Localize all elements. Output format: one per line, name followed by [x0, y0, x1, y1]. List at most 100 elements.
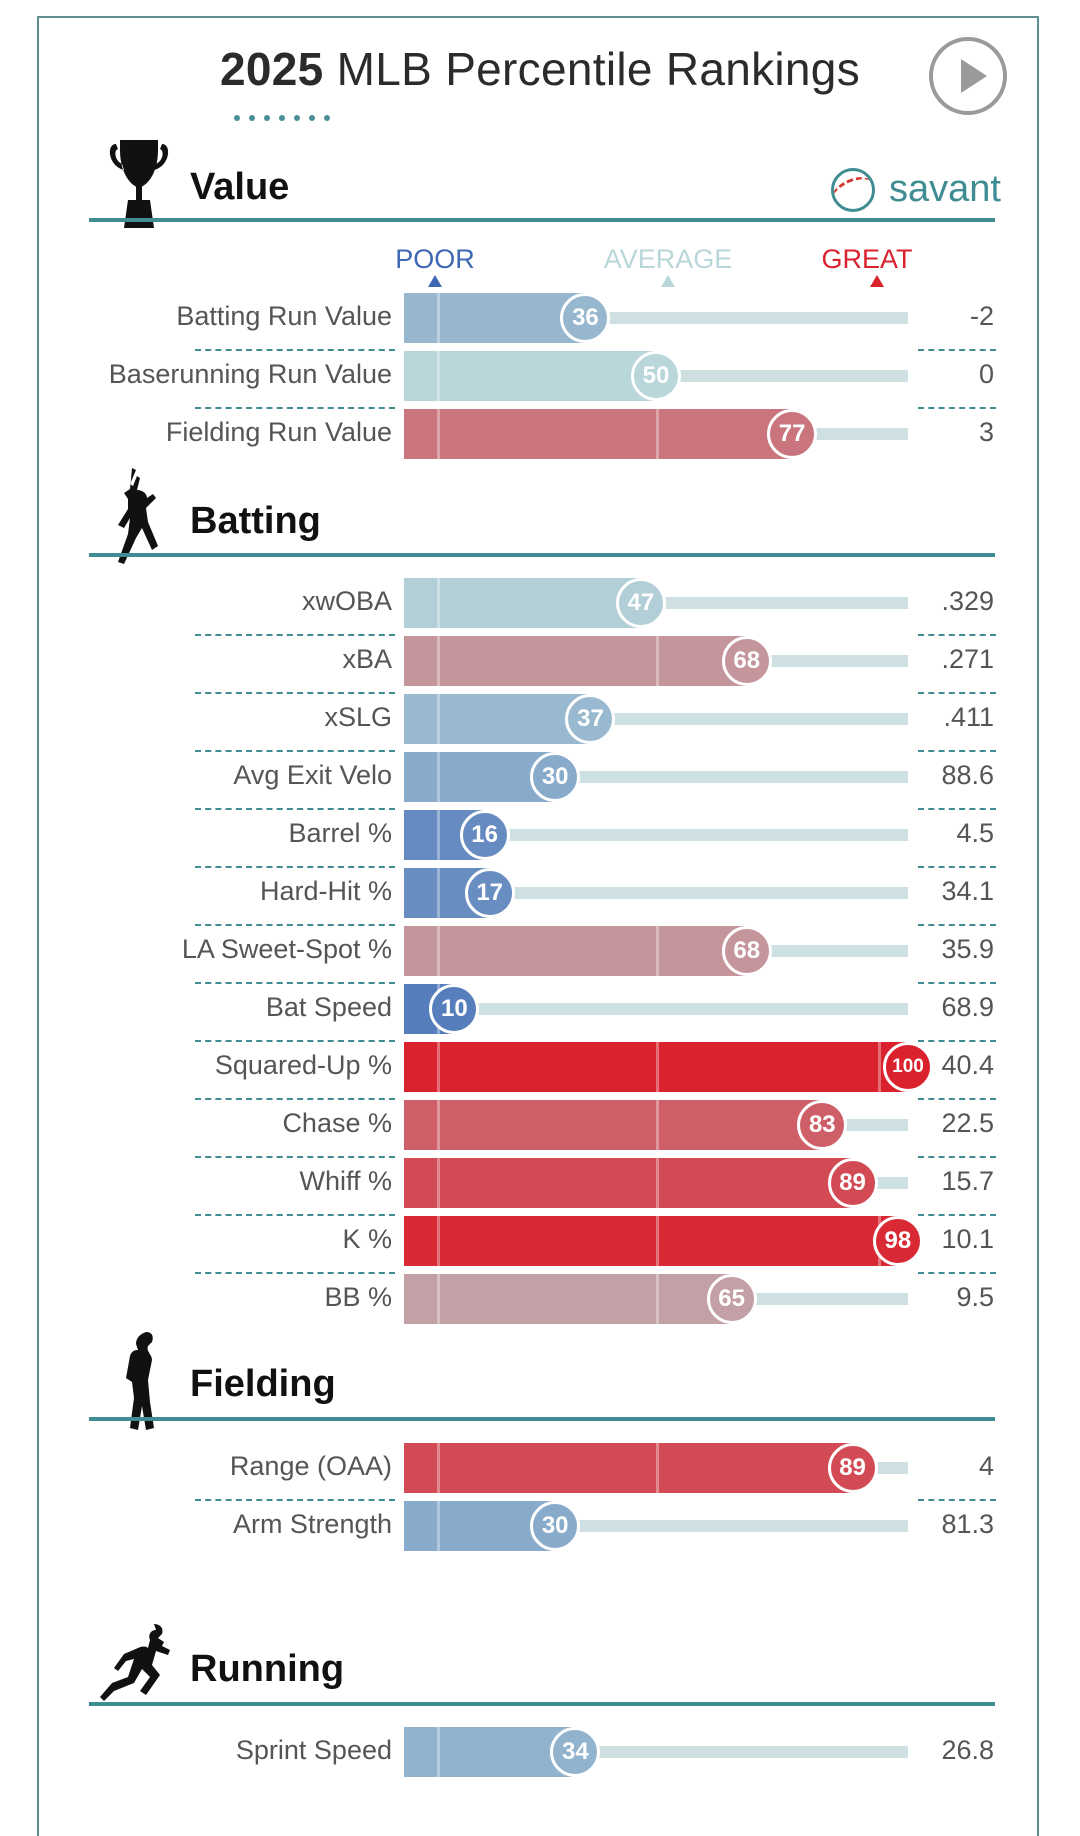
- metric-label: Hard-Hit %: [259, 876, 392, 906]
- metric-label: Avg Exit Velo: [233, 760, 392, 790]
- legend-great-marker: [870, 275, 884, 287]
- metric-value: 4.5: [956, 818, 994, 848]
- percentile-bar: [404, 694, 591, 744]
- metric-label: Whiff %: [299, 1166, 392, 1196]
- percentile-bar: [404, 752, 556, 802]
- row-divider-right: [918, 1214, 996, 1216]
- metric-label: Baserunning Run Value: [108, 359, 392, 389]
- row-divider-right: [918, 924, 996, 926]
- percentile-bubble: 83: [797, 1100, 848, 1150]
- page-title: 2025 MLB Percentile Rankings: [0, 42, 1080, 96]
- metric-value: -2: [969, 301, 994, 331]
- metric-label: Chase %: [282, 1108, 392, 1138]
- row-divider-left: [195, 692, 395, 694]
- metric-value: 0: [978, 359, 994, 389]
- metric-value: 68.9: [941, 992, 994, 1022]
- bar-gridline: [656, 1158, 659, 1208]
- bar-gridline: [436, 926, 440, 976]
- percentile-bubble: 30: [530, 752, 581, 802]
- percentile-bar: [404, 1216, 898, 1266]
- bar-gridline: [436, 694, 440, 744]
- legend-poor-marker: [428, 275, 442, 287]
- bar-gridline: [436, 1727, 440, 1777]
- row-divider-right: [918, 634, 996, 636]
- percentile-bar: [404, 409, 793, 459]
- metric-value: 40.4: [941, 1050, 994, 1080]
- percentile-bar: [404, 1042, 908, 1092]
- metric-value: 22.5: [941, 1108, 994, 1138]
- bar-gridline: [436, 1216, 440, 1266]
- percentile-bar: [404, 1727, 576, 1777]
- percentile-bubble: 17: [464, 868, 515, 918]
- bar-gridline: [656, 636, 659, 686]
- percentile-bar: [404, 293, 586, 343]
- section-divider: [89, 553, 995, 557]
- legend-average-marker: [661, 275, 675, 287]
- section-divider: [89, 1417, 995, 1421]
- percentile-bar: [404, 1443, 853, 1493]
- percentile-bar: [404, 1100, 823, 1150]
- row-divider-left: [195, 1040, 395, 1042]
- bar-gridline: [436, 1501, 440, 1551]
- bar-gridline: [436, 1274, 440, 1324]
- card-frame: [37, 16, 1039, 1836]
- row-divider-right: [918, 407, 996, 409]
- percentile-bar: [404, 578, 641, 628]
- section-title-running: Running: [190, 1648, 345, 1690]
- percentile-bubble: 34: [550, 1727, 601, 1777]
- percentile-bubble: 89: [827, 1443, 878, 1493]
- percentile-bubble: 65: [706, 1274, 757, 1324]
- metric-label: K %: [342, 1224, 392, 1254]
- bar-gridline: [436, 636, 440, 686]
- section-divider: [89, 218, 995, 222]
- bar-gridline: [436, 409, 440, 459]
- percentile-bubble: 50: [631, 351, 681, 401]
- row-divider-left: [195, 1499, 395, 1501]
- percentile-bubble: 16: [459, 810, 510, 860]
- percentile-bar: [404, 1274, 732, 1324]
- metric-value: 26.8: [941, 1735, 994, 1765]
- row-divider-right: [918, 1156, 996, 1158]
- metric-label: BB %: [324, 1282, 392, 1312]
- row-divider-left: [195, 808, 395, 810]
- row-divider-left: [195, 750, 395, 752]
- bar-gridline: [436, 1158, 440, 1208]
- row-divider-right: [918, 750, 996, 752]
- bar-gridline: [656, 409, 659, 459]
- row-divider-right: [918, 1040, 996, 1042]
- row-divider-left: [195, 349, 395, 351]
- title-underline-dots: [234, 108, 344, 121]
- percentile-bubble: 30: [530, 1501, 581, 1551]
- row-divider-right: [918, 1272, 996, 1274]
- metric-value: 9.5: [956, 1282, 994, 1312]
- section-title-batting: Batting: [190, 500, 321, 542]
- row-divider-right: [918, 866, 996, 868]
- percentile-bubble: 98: [872, 1216, 923, 1266]
- metric-label: xBA: [342, 644, 392, 674]
- bar-gridline: [436, 293, 440, 343]
- legend-great: GREAT: [821, 244, 913, 274]
- bar-gridline: [656, 1100, 659, 1150]
- metric-value: 34.1: [941, 876, 994, 906]
- percentile-bubble: 37: [565, 694, 616, 744]
- percentile-bubble: 77: [767, 409, 818, 459]
- legend-poor: POOR: [395, 244, 475, 274]
- bar-gridline: [877, 1042, 881, 1092]
- percentile-bubble: 89: [827, 1158, 878, 1208]
- percentile-track: [404, 829, 908, 841]
- bar-gridline: [436, 351, 440, 401]
- bar-gridline: [436, 752, 440, 802]
- metric-value: .271: [941, 644, 994, 674]
- metric-value: 15.7: [941, 1166, 994, 1196]
- play-circle-icon[interactable]: [929, 37, 1007, 115]
- metric-value: .411: [943, 702, 994, 732]
- percentile-bubble: 100: [883, 1042, 933, 1092]
- bar-gridline: [656, 1216, 659, 1266]
- trophy-icon: [109, 140, 169, 228]
- metric-label: Squared-Up %: [214, 1050, 392, 1080]
- metric-value: 3: [978, 417, 994, 447]
- row-divider-left: [195, 866, 395, 868]
- metric-value: 10.1: [941, 1224, 994, 1254]
- metric-label: Range (OAA): [229, 1451, 392, 1481]
- percentile-bubble: 36: [560, 293, 611, 343]
